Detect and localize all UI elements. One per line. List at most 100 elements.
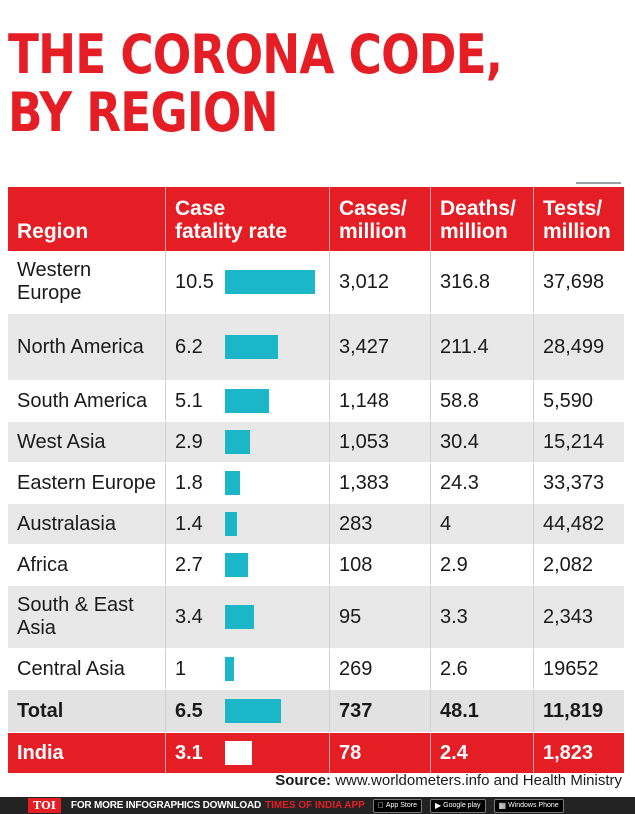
header-region: Region bbox=[17, 220, 89, 243]
tests-value: 15,214 bbox=[543, 430, 605, 453]
tests-cell: 19652 bbox=[533, 649, 624, 689]
tests-value: 11,819 bbox=[543, 699, 604, 722]
table-row: Western Europe 10.5 3,012 316.8 37,698 bbox=[8, 251, 624, 314]
cfr-cell: 10.5 bbox=[165, 251, 329, 313]
region-name: India bbox=[17, 741, 64, 764]
cases-cell: 283 bbox=[329, 504, 430, 544]
region-cell: Australasia bbox=[8, 504, 165, 544]
cases-value: 3,427 bbox=[339, 335, 390, 358]
cfr-value: 1.4 bbox=[175, 512, 203, 535]
cfr-value: 1 bbox=[175, 657, 187, 680]
region-name: Australasia bbox=[17, 512, 116, 535]
cfr-bar bbox=[225, 389, 269, 413]
tests-cell: 28,499 bbox=[533, 314, 624, 380]
cfr-cell: 1.4 bbox=[165, 504, 329, 544]
windows-phone-badge[interactable]: ▦ Windows Phone bbox=[493, 798, 564, 813]
region-cell: India bbox=[8, 733, 165, 773]
cases-value: 283 bbox=[339, 512, 373, 535]
deaths-cell: 30.4 bbox=[430, 422, 533, 462]
cfr-bar bbox=[225, 605, 255, 629]
region-cell: South America bbox=[8, 381, 165, 421]
cfr-bar bbox=[225, 270, 315, 294]
deaths-value: 4 bbox=[440, 512, 452, 535]
tests-value: 28,499 bbox=[543, 335, 605, 358]
deaths-cell: 48.1 bbox=[430, 690, 533, 732]
region-cell: North America bbox=[8, 314, 165, 380]
deaths-value: 58.8 bbox=[440, 389, 479, 412]
cfr-value: 10.5 bbox=[175, 270, 214, 293]
header-cfr-line2: fatality rate bbox=[175, 220, 288, 243]
data-table: Region Case fatality rate Cases/ million… bbox=[8, 187, 624, 774]
region-cell: Eastern Europe bbox=[8, 463, 165, 503]
cfr-cell: 6.2 bbox=[165, 314, 329, 380]
region-name: South & East bbox=[17, 594, 134, 616]
footer-promo-app[interactable]: TIMES OF INDIA APP bbox=[265, 800, 365, 811]
tests-cell: 15,214 bbox=[533, 422, 624, 462]
source-note: Source: www.worldometers.info and Health… bbox=[275, 772, 622, 789]
tests-cell: 44,482 bbox=[533, 504, 624, 544]
table-row: Central Asia 1 269 2.6 19652 bbox=[8, 649, 624, 690]
cfr-cell: 2.9 bbox=[165, 422, 329, 462]
cfr-bar bbox=[225, 512, 237, 536]
table-row: South & East Asia 3.4 95 3.3 2,343 bbox=[8, 586, 624, 649]
windows-phone-label: Windows Phone bbox=[502, 802, 559, 809]
deaths-cell: 211.4 bbox=[430, 314, 533, 380]
google-play-badge[interactable]: ▶ Google play bbox=[429, 798, 486, 813]
cases-cell: 95 bbox=[329, 586, 430, 648]
region-name-line2: Asia bbox=[17, 617, 56, 639]
tests-value: 44,482 bbox=[543, 512, 605, 535]
region-name: Total bbox=[17, 699, 64, 722]
deaths-value: 48.1 bbox=[440, 699, 479, 722]
cases-cell: 269 bbox=[329, 649, 430, 689]
tests-value: 37,698 bbox=[543, 270, 605, 293]
cfr-value: 1.8 bbox=[175, 471, 203, 494]
cfr-bar bbox=[225, 553, 249, 577]
cfr-bar bbox=[225, 699, 281, 723]
cfr-cell: 6.5 bbox=[165, 690, 329, 732]
cases-cell: 1,148 bbox=[329, 381, 430, 421]
cfr-cell: 5.1 bbox=[165, 381, 329, 421]
region-name: North America bbox=[17, 335, 144, 358]
app-store-badge[interactable]: App Store bbox=[372, 798, 422, 813]
source-label: Source: bbox=[275, 772, 332, 789]
cases-value: 1,053 bbox=[339, 430, 390, 453]
deaths-value: 2.9 bbox=[440, 553, 468, 576]
cases-value: 737 bbox=[339, 699, 373, 722]
deaths-cell: 58.8 bbox=[430, 381, 533, 421]
region-cell: Africa bbox=[8, 545, 165, 585]
tests-value: 2,082 bbox=[543, 553, 594, 576]
deaths-cell: 4 bbox=[430, 504, 533, 544]
tests-value: 33,373 bbox=[543, 471, 605, 494]
deaths-value: 316.8 bbox=[440, 270, 491, 293]
deaths-value: 211.4 bbox=[440, 335, 489, 358]
decorative-rule bbox=[576, 182, 621, 184]
cases-cell: 78 bbox=[329, 733, 430, 773]
cfr-value: 6.2 bbox=[175, 335, 203, 358]
chart-title: THE CORONA CODE, BY REGION bbox=[8, 26, 503, 142]
cases-value: 108 bbox=[339, 553, 373, 576]
cfr-bar bbox=[225, 657, 234, 681]
header-tests-line1: Tests/ bbox=[543, 197, 603, 220]
cases-value: 78 bbox=[339, 741, 362, 764]
tests-value: 2,343 bbox=[543, 605, 594, 628]
tests-cell: 5,590 bbox=[533, 381, 624, 421]
cfr-cell: 2.7 bbox=[165, 545, 329, 585]
tests-value: 5,590 bbox=[543, 389, 594, 412]
deaths-value: 3.3 bbox=[440, 605, 468, 628]
play-icon: ▶ bbox=[429, 801, 441, 810]
tests-cell: 2,082 bbox=[533, 545, 624, 585]
table-row: North America 6.2 3,427 211.4 28,499 bbox=[8, 314, 624, 381]
tests-cell: 37,698 bbox=[533, 251, 624, 313]
header-cases-line1: Cases/ bbox=[339, 197, 407, 220]
deaths-value: 24.3 bbox=[440, 471, 479, 494]
cfr-bar bbox=[225, 741, 252, 765]
google-play-label: Google play bbox=[437, 802, 480, 809]
cfr-cell: 1 bbox=[165, 649, 329, 689]
region-name: Western bbox=[17, 259, 92, 281]
cases-cell: 1,383 bbox=[329, 463, 430, 503]
toi-logo: TOI bbox=[28, 798, 61, 813]
table-row: Africa 2.7 108 2.9 2,082 bbox=[8, 545, 624, 586]
deaths-cell: 2.6 bbox=[430, 649, 533, 689]
table-row: India 3.1 78 2.4 1,823 bbox=[8, 733, 624, 774]
region-cell: Western Europe bbox=[8, 251, 165, 313]
